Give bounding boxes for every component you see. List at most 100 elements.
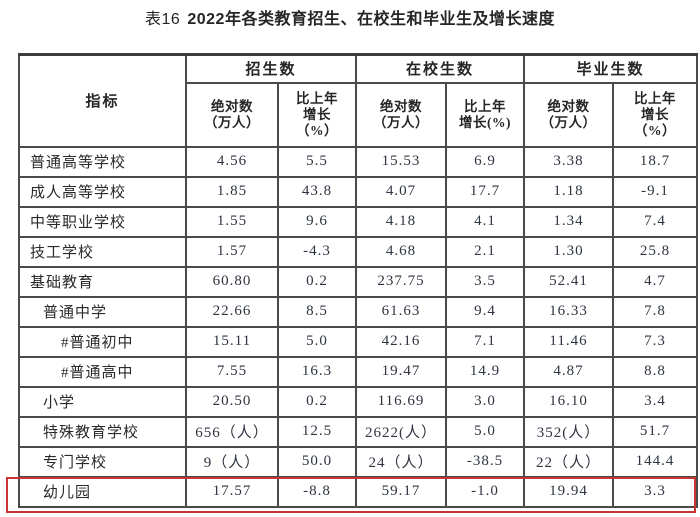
- value-cell: 237.75: [355, 265, 448, 298]
- table-row: 小学 20.50 0.2 116.69 3.0 16.10 3.4: [18, 385, 699, 418]
- value-cell: 0.2: [276, 265, 358, 298]
- value-cell: 4.7: [612, 265, 699, 298]
- subheader-line: （%）: [634, 122, 677, 138]
- table-row: 基础教育 60.80 0.2 237.75 3.5 52.41 4.7: [18, 265, 699, 298]
- value-cell: 1.30: [523, 235, 615, 268]
- value-cell: 1.57: [185, 235, 279, 268]
- subheader-line: （万人）: [204, 114, 260, 130]
- value-cell: 50.0: [276, 445, 358, 478]
- subheader-line: （万人）: [373, 114, 430, 130]
- subheader-line: 增长(%): [459, 114, 512, 130]
- value-cell: 3.38: [523, 145, 615, 178]
- subheader-line: 比上年: [296, 90, 338, 106]
- table-row: #普通高中 7.55 16.3 19.47 14.9 4.87 8.8: [18, 355, 699, 388]
- header-group-row: 指标 招生数 在校生数 毕业生数: [18, 53, 699, 148]
- value-cell: 4.18: [355, 205, 448, 238]
- value-cell: 43.8: [276, 175, 358, 208]
- subheader-line: 绝对数: [380, 98, 423, 114]
- value-cell: 5.0: [445, 415, 526, 448]
- subheader-line: 绝对数: [547, 98, 590, 114]
- header-subrow: 绝对数 （万人） 比上年 增长 （%） 绝对数 （万人） 比上年 增长(%) 绝对数 （万人） 比上年…: [19, 81, 699, 148]
- value-cell: 8.5: [276, 295, 358, 328]
- statistics-table-wrap: 指标 招生数 在校生数 毕业生数 绝对数 （万人） 比上年 增长 （%） 绝对数 （万人）比…: [18, 53, 699, 508]
- value-cell: 22.66: [185, 295, 279, 328]
- value-cell: -4.3: [276, 235, 358, 268]
- value-cell: 24（人）: [355, 445, 448, 478]
- value-cell: 19.94: [523, 475, 615, 508]
- value-cell: 7.55: [185, 355, 279, 388]
- row-label: 专门学校: [18, 445, 187, 478]
- value-cell: 144.4: [612, 445, 699, 478]
- table-row: 专门学校 9（人） 50.0 24（人） -38.5 22（人） 144.4: [18, 445, 699, 478]
- value-cell: 3.0: [445, 385, 526, 418]
- table-row: 成人高等学校 1.85 43.8 4.07 17.7 1.18 -9.1: [18, 175, 699, 208]
- value-cell: 51.7: [612, 415, 699, 448]
- table-header: 指标 招生数 在校生数 毕业生数 绝对数 （万人） 比上年 增长 （%） 绝对数 （万人）比…: [18, 53, 699, 148]
- subheader-line: 增长: [303, 106, 331, 122]
- row-label: 成人高等学校: [18, 175, 187, 208]
- subheader-0-1: 比上年 增长 （%）: [276, 81, 358, 148]
- value-cell: 6.9: [445, 145, 526, 178]
- row-label: #普通高中: [18, 355, 187, 388]
- value-cell: 16.33: [523, 295, 615, 328]
- value-cell: 352(人）: [523, 415, 615, 448]
- subheader-line: （%）: [296, 122, 338, 138]
- table-row: 技工学校 1.57 -4.3 4.68 2.1 1.30 25.8: [18, 235, 699, 268]
- value-cell: 15.53: [355, 145, 448, 178]
- value-cell: 1.18: [523, 175, 615, 208]
- value-cell: 5.5: [276, 145, 358, 178]
- value-cell: 42.16: [355, 325, 448, 358]
- header-group-in-school: 在校生数: [355, 53, 526, 84]
- row-label: 幼儿园: [18, 475, 187, 508]
- value-cell: 52.41: [523, 265, 615, 298]
- value-cell: 3.3: [612, 475, 699, 508]
- subheader-line: （万人）: [540, 114, 597, 130]
- row-label: 基础教育: [18, 265, 187, 298]
- subheader-1-1: 比上年 增长(%): [445, 81, 526, 148]
- value-cell: 0.2: [276, 385, 358, 418]
- value-cell: 8.8: [612, 355, 699, 388]
- value-cell: 4.07: [355, 175, 448, 208]
- value-cell: 22（人）: [523, 445, 615, 478]
- table-row: 中等职业学校 1.55 9.6 4.18 4.1 1.34 7.4: [18, 205, 699, 238]
- row-label: 特殊教育学校: [18, 415, 187, 448]
- table-row: 普通中学 22.66 8.5 61.63 9.4 16.33 7.8: [18, 295, 699, 328]
- value-cell: 7.8: [612, 295, 699, 328]
- value-cell: 17.57: [185, 475, 279, 508]
- table-row: #普通初中 15.11 5.0 42.16 7.1 11.46 7.3: [18, 325, 699, 358]
- table-row: 普通高等学校 4.56 5.5 15.53 6.9 3.38 18.7: [18, 145, 699, 178]
- value-cell: 1.55: [185, 205, 279, 238]
- value-cell: 7.3: [612, 325, 699, 358]
- value-cell: 3.4: [612, 385, 699, 418]
- value-cell: 3.5: [445, 265, 526, 298]
- value-cell: 61.63: [355, 295, 448, 328]
- value-cell: 12.5: [276, 415, 358, 448]
- value-cell: 17.7: [445, 175, 526, 208]
- value-cell: 60.80: [185, 265, 279, 298]
- value-cell: -1.0: [445, 475, 526, 508]
- table-number: 表16: [145, 11, 181, 28]
- statistics-table: 指标 招生数 在校生数 毕业生数 绝对数 （万人） 比上年 增长 （%） 绝对数 （万人）比…: [18, 53, 699, 508]
- row-label: #普通初中: [18, 325, 187, 358]
- subheader-2-1: 比上年 增长 （%）: [612, 81, 699, 148]
- value-cell: 25.8: [612, 235, 699, 268]
- row-label: 普通中学: [18, 295, 187, 328]
- header-group-graduates: 毕业生数: [523, 53, 699, 84]
- value-cell: 9.4: [445, 295, 526, 328]
- value-cell: 1.34: [523, 205, 615, 238]
- row-label: 小学: [18, 385, 187, 418]
- table-row: 特殊教育学校 656（人） 12.5 2622(人） 5.0 352(人） 51.7: [18, 415, 699, 448]
- value-cell: 18.7: [612, 145, 699, 178]
- value-cell: 9.6: [276, 205, 358, 238]
- subheader-line: 绝对数: [211, 98, 253, 114]
- table-row: 幼儿园 17.57 -8.8 59.17 -1.0 19.94 3.3: [18, 475, 699, 508]
- value-cell: 7.1: [445, 325, 526, 358]
- value-cell: 2.1: [445, 235, 526, 268]
- subheader-line: 比上年: [634, 90, 677, 106]
- value-cell: 116.69: [355, 385, 448, 418]
- value-cell: 59.17: [355, 475, 448, 508]
- value-cell: 4.87: [523, 355, 615, 388]
- value-cell: 5.0: [276, 325, 358, 358]
- row-label: 技工学校: [18, 235, 187, 268]
- value-cell: 11.46: [523, 325, 615, 358]
